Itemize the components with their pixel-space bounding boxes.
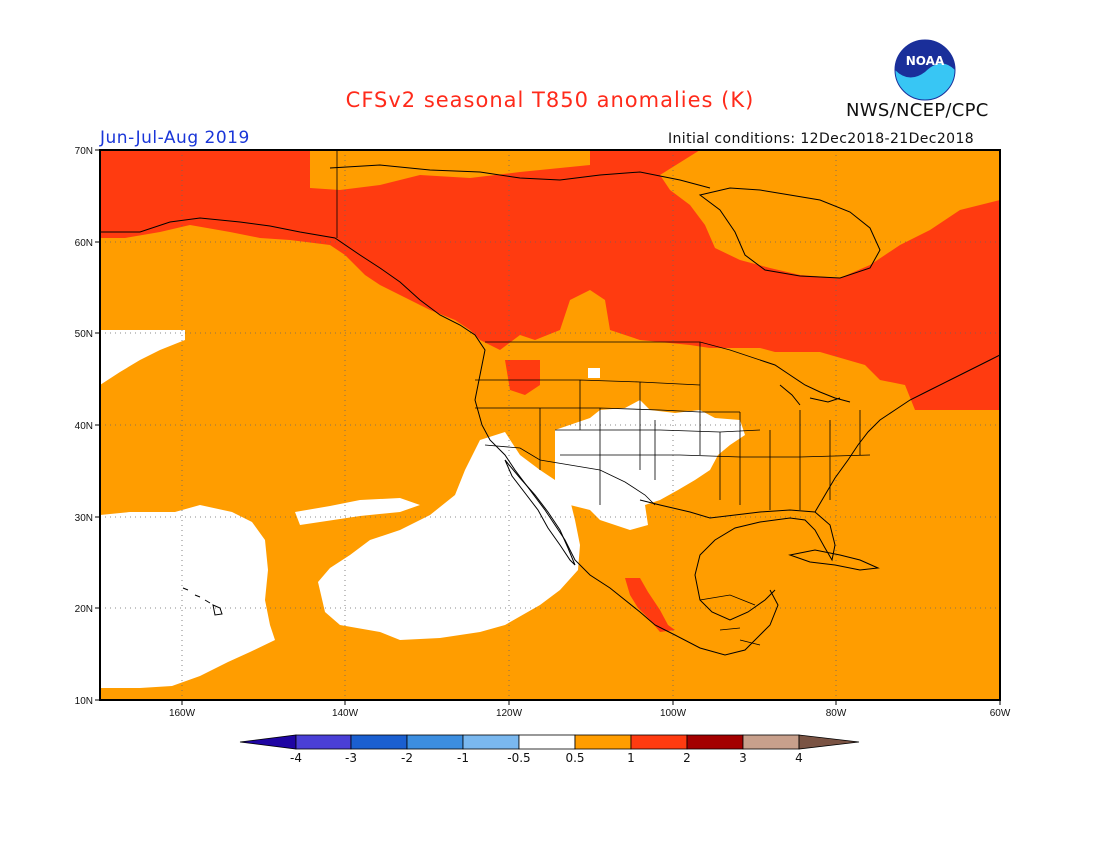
agency-label: NWS/NCEP/CPC: [846, 100, 989, 121]
initial-conditions-label: Initial conditions: 12Dec2018-21Dec2018: [668, 131, 975, 147]
noaa-logo-text: NOAA: [906, 54, 945, 68]
colorbar-swatch: [518, 734, 576, 750]
gulf-of-mexico-coast: [639, 499, 836, 621]
anomaly-1-2-great-plains: [505, 360, 540, 395]
lat-tick-label: 50N: [75, 329, 93, 340]
neutral-region-east-pacific: [318, 432, 580, 640]
lat-tick-label: 40N: [75, 421, 93, 432]
colorbar-label: 3: [739, 751, 747, 765]
neutral-region-north-pacific: [100, 330, 185, 385]
map-title: CFSv2 seasonal T850 anomalies (K): [345, 88, 755, 112]
central-america-borders: [699, 594, 761, 646]
us-mexico-border: [484, 444, 656, 506]
lat-tick-label: 60N: [75, 238, 93, 249]
graticule: [100, 150, 1000, 700]
arctic-coast: [329, 164, 711, 189]
colorbar-swatch: [574, 734, 632, 750]
tick-marks: [95, 149, 1001, 705]
atlantic-coast: [814, 354, 1000, 513]
us-state-lines: [475, 342, 871, 510]
colorbar-label: -2: [401, 751, 413, 765]
colorbar-high-arrow: [798, 734, 860, 750]
lon-tick-label: 140W: [332, 708, 359, 719]
neutral-region-west-coast-strip: [295, 498, 420, 525]
colorbar-label: 0.5: [565, 751, 584, 765]
colorbar-label: -0.5: [507, 751, 530, 765]
neutral-region-west-us: [555, 400, 745, 530]
neutral-region-central-pacific: [100, 505, 275, 688]
north-america-west-coast: [100, 217, 779, 656]
us-canada-border: [485, 341, 761, 361]
cuba: [788, 549, 880, 571]
anomaly-1-2-mexico: [625, 578, 675, 632]
colorbar-label: 2: [683, 751, 691, 765]
lat-tick-label: 70N: [75, 146, 93, 157]
colorbar-label: 4: [795, 751, 803, 765]
lat-tick-labels: 70N 60N 50N 40N 30N 20N 10N: [75, 146, 93, 707]
colorbar-low-arrow: [239, 734, 297, 750]
colorbar: -4 -3 -2 -1 -0.5 0.5 1 2 3 4: [239, 734, 860, 765]
colorbar-swatch: [350, 734, 408, 750]
lon-tick-label: 100W: [660, 708, 687, 719]
colorbar-swatch: [742, 734, 800, 750]
neutral-region-nevada-dot: [588, 368, 600, 378]
lat-tick-label: 30N: [75, 513, 93, 524]
colorbar-label: 1: [627, 751, 635, 765]
lat-tick-label: 10N: [75, 696, 93, 707]
colorbar-label: -3: [345, 751, 357, 765]
colorbar-swatch: [406, 734, 464, 750]
baja-peninsula: [504, 459, 576, 566]
great-lakes: [759, 359, 851, 406]
political-borders: [336, 150, 871, 646]
lon-tick-labels: 160W 140W 120W 100W 80W 60W: [169, 708, 1011, 719]
lon-tick-label: 120W: [496, 708, 523, 719]
lat-tick-label: 20N: [75, 604, 93, 615]
noaa-logo: NOAA: [894, 39, 956, 101]
colorbar-swatch: [686, 734, 744, 750]
colorbar-swatch: [295, 734, 352, 750]
anomaly-0p5-1-arctic-island: [310, 150, 590, 190]
colorbar-label: -1: [457, 751, 469, 765]
season-label: Jun-Jul-Aug 2019: [100, 128, 250, 148]
lon-tick-label: 60W: [990, 708, 1011, 719]
coastlines: [100, 164, 1000, 656]
hawaii-islands: [182, 587, 223, 616]
lon-tick-label: 80W: [826, 708, 847, 719]
colorbar-label: -4: [290, 751, 302, 765]
lon-tick-label: 160W: [169, 708, 196, 719]
colorbar-swatch: [462, 734, 520, 750]
hudson-bay: [698, 187, 881, 279]
anomaly-0p5-1-hudson: [660, 150, 1000, 278]
colorbar-swatch: [630, 734, 688, 750]
